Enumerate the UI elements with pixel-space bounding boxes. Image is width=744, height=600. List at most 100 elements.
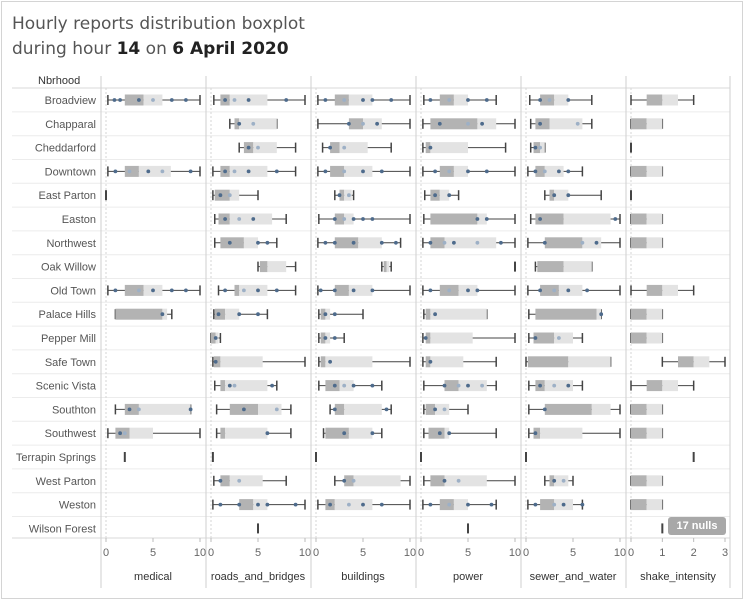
- data-point: [456, 383, 461, 388]
- boxplot-broadview: [423, 94, 497, 106]
- boxplot-weston: [630, 499, 664, 511]
- box-lower-half: [430, 475, 445, 487]
- data-point: [237, 217, 242, 221]
- box-upper-half: [344, 165, 373, 177]
- data-point: [538, 288, 542, 293]
- data-point: [328, 502, 332, 507]
- boxplot-west-parton: [544, 475, 574, 487]
- box-upper-half: [229, 213, 273, 225]
- box-upper-half: [646, 427, 663, 439]
- nulls-badge[interactable]: 17 nulls: [668, 517, 726, 535]
- boxplot-old-town: [422, 284, 516, 296]
- data-point: [370, 288, 375, 293]
- data-point: [274, 288, 279, 293]
- data-point: [361, 98, 365, 102]
- data-point: [137, 98, 141, 102]
- data-point: [370, 383, 375, 388]
- tick-label: 0: [103, 547, 109, 559]
- data-point: [533, 502, 538, 507]
- boxplot-downtown: [107, 165, 201, 177]
- boxplot-easton: [630, 213, 664, 225]
- panel-power: 0 5 10 power: [415, 76, 521, 588]
- data-point: [127, 169, 132, 174]
- box-lower-half: [444, 380, 459, 392]
- data-point: [447, 431, 452, 436]
- data-point: [227, 383, 232, 388]
- data-point: [332, 240, 337, 245]
- data-point: [423, 336, 428, 340]
- box-upper-half: [348, 427, 373, 439]
- boxplot-west-parton: [213, 475, 287, 487]
- boxplot-chapparal: [317, 118, 411, 130]
- boxplot-scenic-vista: [630, 380, 695, 392]
- data-point: [475, 288, 480, 293]
- data-point: [323, 98, 328, 102]
- box-lower-half: [330, 165, 345, 177]
- box-lower-half: [124, 403, 139, 415]
- boxplot-broadview: [529, 94, 593, 106]
- box-lower-half: [220, 475, 230, 487]
- data-point: [533, 431, 538, 436]
- data-point: [232, 383, 237, 388]
- title-line-1: Hourly reports distribution boxplot: [12, 14, 305, 34]
- box-lower-half: [430, 213, 478, 225]
- data-point: [557, 336, 561, 340]
- row-label: East Parton: [39, 190, 96, 202]
- box-upper-half: [646, 213, 663, 225]
- data-point: [475, 240, 480, 245]
- data-point: [184, 288, 188, 293]
- data-point: [561, 478, 566, 483]
- box-lower-half: [540, 499, 555, 511]
- data-point: [428, 502, 433, 507]
- data-point: [218, 478, 223, 483]
- data-point: [169, 98, 174, 102]
- row-label: Cheddarford: [35, 143, 96, 155]
- boxplot-easton: [318, 213, 411, 225]
- tick-label: 3: [722, 547, 728, 559]
- box-upper-half: [344, 403, 382, 415]
- data-point: [223, 217, 228, 221]
- row-label: Safe Town: [45, 357, 96, 369]
- boxplot-scenic-vista: [528, 380, 584, 392]
- data-point: [466, 98, 470, 102]
- tick-label: 5: [255, 547, 261, 559]
- box-lower-half: [631, 237, 647, 249]
- data-point: [323, 240, 328, 245]
- box-upper-half: [225, 380, 268, 392]
- box-lower-half: [544, 403, 592, 415]
- data-point: [274, 169, 279, 174]
- panel-label: medical: [134, 571, 172, 583]
- box-upper-half: [662, 380, 678, 392]
- boxplot-cheddarford: [422, 142, 507, 154]
- boxplot-palace-hills: [423, 308, 488, 320]
- box-upper-half: [453, 165, 468, 177]
- tick-label: 10: [509, 547, 521, 559]
- data-point: [437, 121, 442, 126]
- boxplot-northwest: [422, 237, 516, 249]
- box-upper-half: [458, 380, 487, 392]
- boxplot-pepper-mill: [210, 332, 222, 344]
- data-point: [552, 478, 557, 483]
- box-upper-half: [563, 213, 611, 225]
- data-point: [594, 240, 599, 245]
- box-upper-half: [129, 427, 153, 439]
- boxplot-broadview: [213, 94, 306, 106]
- box-upper-half: [646, 499, 663, 511]
- data-point: [552, 288, 557, 293]
- data-point: [347, 502, 351, 507]
- data-point: [151, 288, 155, 293]
- box-upper-half: [646, 475, 663, 487]
- data-point: [151, 98, 155, 102]
- title-hour: 14: [116, 39, 141, 59]
- data-point: [566, 98, 571, 102]
- row-label: Palace Hills: [39, 309, 97, 321]
- data-point: [566, 169, 571, 174]
- boxplot-west-parton: [423, 475, 516, 487]
- boxplot-safe-town: [422, 356, 497, 368]
- box-upper-half: [554, 94, 569, 106]
- data-point: [499, 240, 503, 245]
- boxplot-broadview: [630, 94, 695, 106]
- row-label: Southwest: [45, 428, 96, 440]
- boxplot-weston: [212, 499, 306, 511]
- box-upper-half: [444, 475, 487, 487]
